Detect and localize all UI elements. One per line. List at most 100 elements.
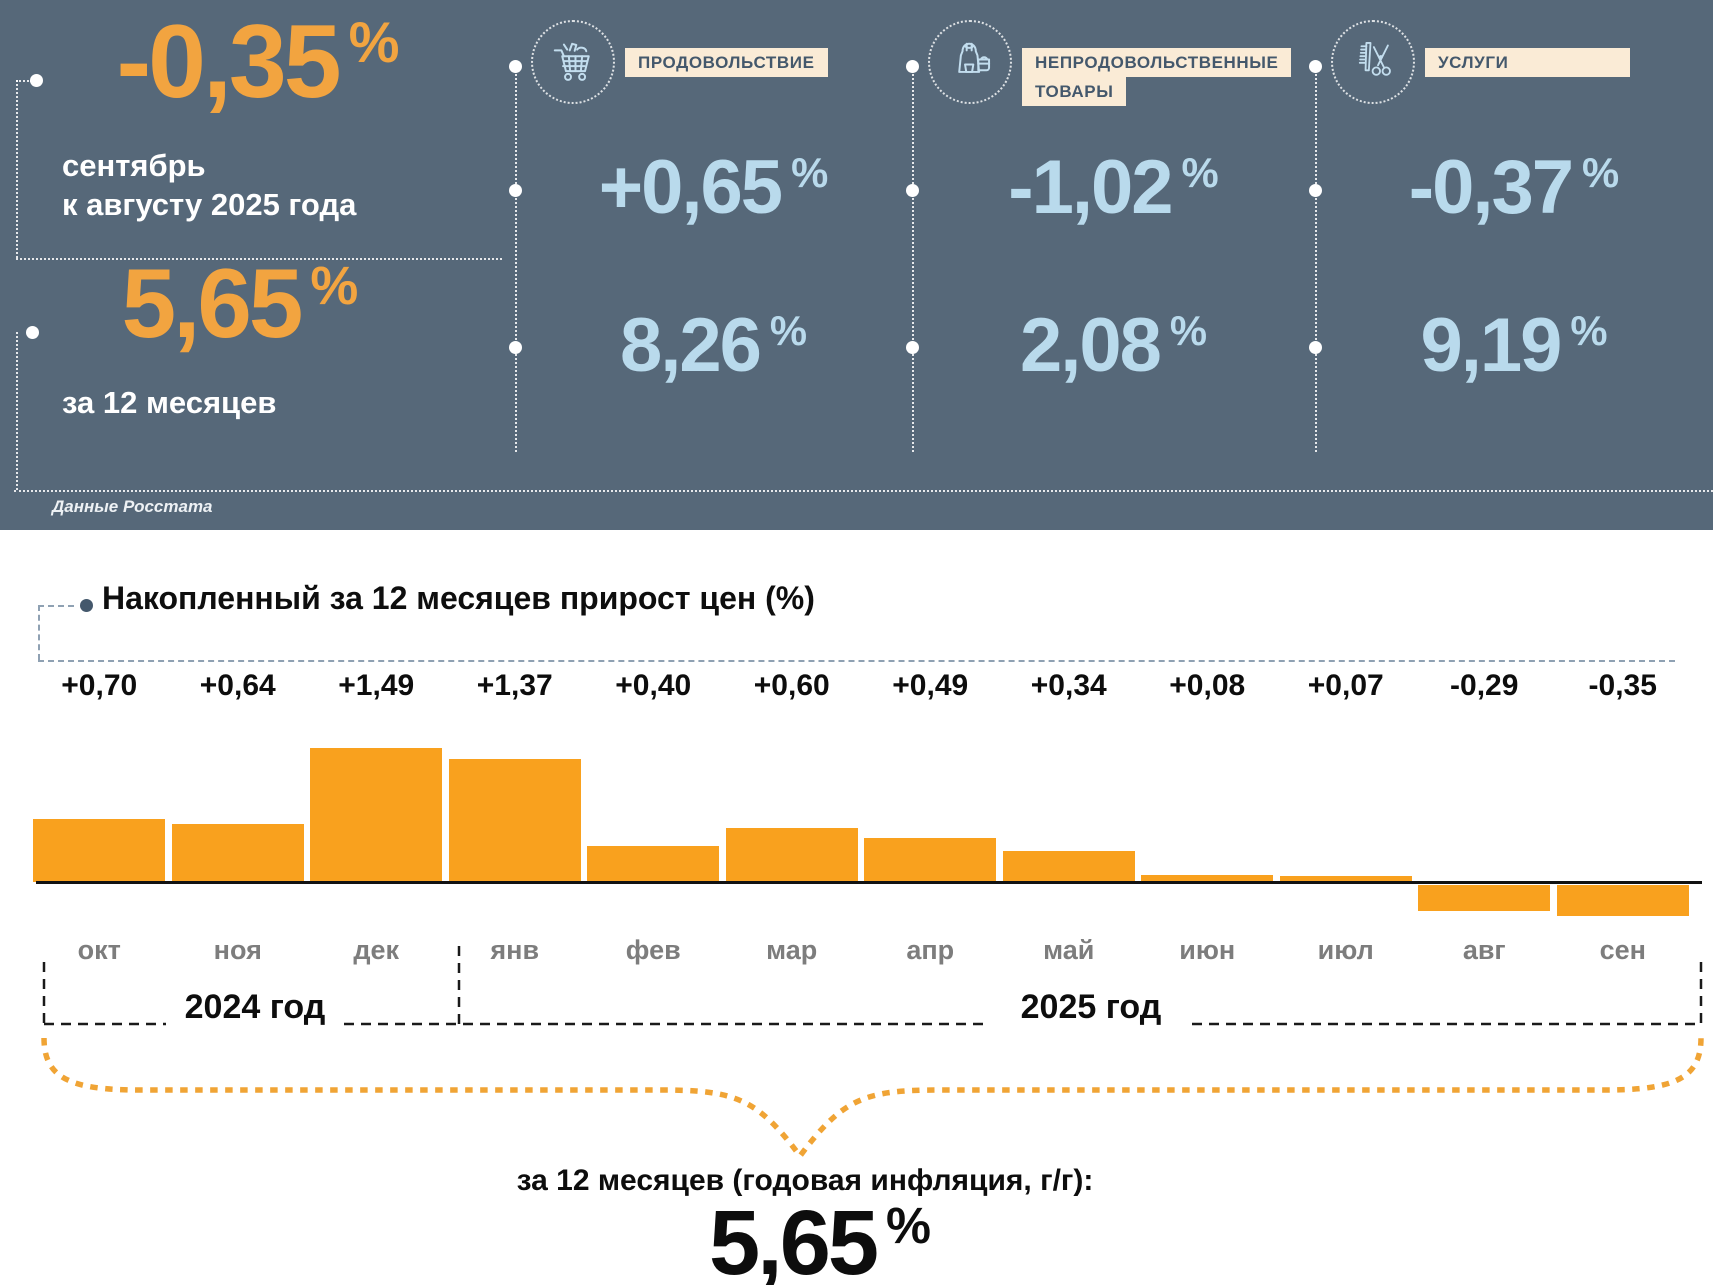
mom-percent-sign: % bbox=[348, 10, 400, 75]
bar-value-label: +0,70 bbox=[61, 669, 138, 702]
bar-plot-area bbox=[1415, 710, 1554, 925]
bar-plot-area bbox=[1554, 710, 1693, 925]
category-header: ПРОДОВОЛЬСТВИЕ bbox=[531, 20, 828, 104]
marker-dot bbox=[1309, 341, 1322, 354]
headline-mom-value: -0,35% bbox=[48, 10, 468, 114]
bar bbox=[33, 819, 166, 882]
bar-plot-area bbox=[307, 710, 446, 925]
yoy-number: 5,65 bbox=[121, 248, 304, 358]
bar-cell: +1,49 дек bbox=[307, 666, 446, 966]
title-bracket-segment bbox=[38, 605, 40, 660]
category-mom-value: -0,37% bbox=[1315, 150, 1713, 226]
mom-number: -0,35 bbox=[116, 4, 342, 120]
mom-caption: сентябрь к августу 2025 года bbox=[62, 146, 356, 224]
bars: +0,70 окт +0,64 ноя +1,49 дек +1,37 янв +0,40 фев… bbox=[30, 666, 1692, 966]
dotted-guide-line bbox=[16, 332, 18, 490]
value-text: 9,19 bbox=[1420, 303, 1562, 388]
bar bbox=[171, 824, 304, 882]
bar-cell: +1,37 янв bbox=[446, 666, 585, 966]
hero-panel: -0,35% сентябрь к августу 2025 года 5,65… bbox=[0, 0, 1713, 530]
bar-cell: +0,08 июн bbox=[1138, 666, 1277, 966]
bar bbox=[1002, 851, 1135, 882]
bar-cell: +0,07 июл bbox=[1277, 666, 1416, 966]
month-label: июн bbox=[1179, 935, 1236, 965]
category-card: НЕПРОДОВОЛЬСТВЕННЫЕ ТОВАРЫ -1,02% 2,08% bbox=[912, 0, 1315, 530]
bar-value-label: +1,37 bbox=[476, 669, 553, 702]
percent-sign: % bbox=[1181, 149, 1219, 197]
title-bracket-segment bbox=[38, 660, 1675, 662]
marker-dot bbox=[906, 60, 919, 73]
bar-value-label: +0,60 bbox=[753, 669, 830, 702]
column-separator bbox=[912, 62, 914, 452]
percent-sign: % bbox=[791, 149, 829, 197]
month-label: ноя bbox=[213, 935, 262, 965]
bar-cell: -0,35 сен bbox=[1554, 666, 1693, 966]
month-label: сен bbox=[1599, 935, 1646, 965]
category-label: УСЛУГИ bbox=[1425, 48, 1630, 77]
category-header: УСЛУГИ bbox=[1331, 20, 1630, 104]
grocery-cart-icon bbox=[531, 20, 615, 104]
month-label: май bbox=[1043, 935, 1095, 965]
category-label-chip: ТОВАРЫ bbox=[1022, 77, 1127, 106]
bar bbox=[1141, 875, 1274, 882]
dotted-connector bbox=[16, 80, 32, 82]
bar-plot-area bbox=[861, 710, 1000, 925]
mom-caption-line1: сентябрь bbox=[62, 148, 206, 183]
month-label: апр bbox=[906, 935, 955, 965]
zero-axis-line bbox=[36, 881, 1702, 884]
bar bbox=[1279, 876, 1412, 882]
bar bbox=[1418, 885, 1551, 911]
marker-dot bbox=[1309, 184, 1322, 197]
marker-dot bbox=[1309, 60, 1322, 73]
marker-dot bbox=[26, 326, 39, 339]
value-text: 8,26 bbox=[619, 303, 762, 388]
bar-cell: +0,34 май bbox=[1000, 666, 1139, 966]
bar-plot-area bbox=[169, 710, 308, 925]
category-mom-value: +0,65% bbox=[515, 150, 912, 226]
bar-value-label: +0,08 bbox=[1169, 669, 1246, 702]
bar-value-label: +1,49 bbox=[338, 669, 415, 702]
column-separator bbox=[1315, 62, 1317, 452]
marker-dot bbox=[509, 184, 522, 197]
bar bbox=[1556, 885, 1689, 916]
marker-dot bbox=[906, 184, 919, 197]
title-bullet-icon bbox=[80, 599, 93, 612]
annual-inflation-value: 5,65% bbox=[0, 1197, 1640, 1285]
month-label: фев bbox=[625, 935, 681, 965]
bar-value-label: +0,49 bbox=[892, 669, 969, 702]
category-mom-value: -1,02% bbox=[912, 150, 1315, 226]
category-yoy-value: 9,19% bbox=[1315, 308, 1713, 384]
category-yoy-value: 8,26% bbox=[515, 308, 912, 384]
marker-dot bbox=[509, 341, 522, 354]
title-bracket-segment bbox=[38, 605, 74, 607]
bar-value-label: -0,35 bbox=[1588, 669, 1657, 702]
percent-sign: % bbox=[1582, 149, 1620, 197]
category-header: НЕПРОДОВОЛЬСТВЕННЫЕ ТОВАРЫ bbox=[928, 20, 1292, 106]
year-label-2024: 2024 год bbox=[184, 988, 326, 1026]
bar-cell: -0,29 авг bbox=[1415, 666, 1554, 966]
category-label-chip: ПРОДОВОЛЬСТВИЕ bbox=[625, 48, 828, 77]
bar-plot-area bbox=[723, 710, 862, 925]
bar-plot-area bbox=[1138, 710, 1277, 925]
value-text: -0,37 bbox=[1408, 145, 1574, 230]
bar-cell: +0,70 окт bbox=[30, 666, 169, 966]
category-card: ПРОДОВОЛЬСТВИЕ +0,65% 8,26% bbox=[515, 0, 912, 530]
bar-value-label: +0,40 bbox=[615, 669, 692, 702]
bar-plot-area bbox=[1000, 710, 1139, 925]
category-card: УСЛУГИ -0,37% 9,19% bbox=[1315, 0, 1713, 530]
value-text: 2,08 bbox=[1019, 303, 1162, 388]
marker-dot bbox=[30, 74, 43, 87]
bar-cell: +0,64 ноя bbox=[169, 666, 308, 966]
percent-sign: % bbox=[769, 307, 808, 355]
year-label-2025: 2025 год bbox=[1020, 988, 1162, 1026]
bar-cell: +0,49 апр bbox=[861, 666, 1000, 966]
bar bbox=[310, 748, 443, 882]
percent-sign: % bbox=[1169, 307, 1208, 355]
bar bbox=[864, 838, 997, 882]
bar-plot-area bbox=[30, 710, 169, 925]
category-yoy-value: 2,08% bbox=[912, 308, 1315, 384]
month-label: дек bbox=[353, 935, 400, 965]
bar bbox=[725, 828, 858, 882]
bar-plot-area bbox=[584, 710, 723, 925]
